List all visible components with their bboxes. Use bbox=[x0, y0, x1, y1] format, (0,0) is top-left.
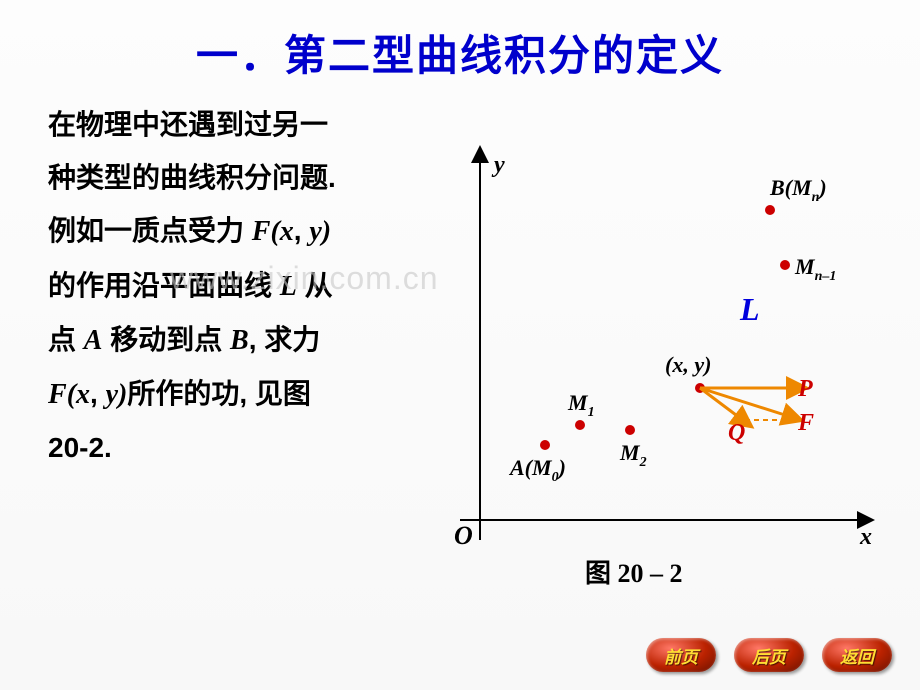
text: 点 bbox=[48, 324, 84, 355]
prev-page-button[interactable]: 前页 bbox=[646, 638, 716, 672]
dot-B bbox=[765, 205, 775, 215]
label-M1: M1 bbox=[567, 390, 595, 420]
origin-label: O bbox=[454, 521, 473, 550]
text-line: 种类型的曲线积分问题. bbox=[48, 151, 448, 204]
var-x: x bbox=[280, 216, 294, 247]
text-line: 点 A 移动到点 B, 求力 bbox=[48, 313, 448, 367]
var-x: x bbox=[76, 379, 90, 410]
label-B: B(Mn) bbox=[769, 175, 827, 205]
text: , 求力 bbox=[249, 324, 321, 355]
figure-caption: 图 20 – 2 bbox=[585, 553, 683, 590]
vector-Q bbox=[700, 388, 740, 418]
body-text: 在物理中还遇到过另一 种类型的曲线积分问题. 例如一质点受力 F(x, y) 的… bbox=[48, 98, 448, 474]
paren: ) bbox=[322, 216, 331, 247]
var-F: F bbox=[48, 379, 67, 410]
text: 移动到点 bbox=[102, 324, 230, 355]
text-line: F(x, y)所作的功, 见图 bbox=[48, 367, 448, 421]
dot-M2 bbox=[625, 425, 635, 435]
nav-bar: 前页 后页 返回 bbox=[646, 638, 892, 672]
text: 例如一质点受力 bbox=[48, 215, 252, 246]
text: 所作的功, 见图 bbox=[127, 378, 311, 409]
paren: ) bbox=[118, 379, 127, 410]
dot-M1 bbox=[575, 420, 585, 430]
var-y: y bbox=[106, 379, 118, 410]
paren: ( bbox=[270, 216, 279, 247]
text-line: 的作用沿平面曲线 L 从 bbox=[48, 259, 448, 313]
label-F: F bbox=[797, 410, 814, 436]
var-L: L bbox=[280, 271, 297, 302]
text-line: 在物理中还遇到过另一 bbox=[48, 98, 448, 151]
text-line: 20-2. bbox=[48, 421, 448, 474]
back-button[interactable]: 返回 bbox=[822, 638, 892, 672]
label-Mn1: Mn–1 bbox=[794, 254, 836, 284]
var-y: y bbox=[309, 216, 321, 247]
comma: , bbox=[294, 215, 310, 246]
var-F: F bbox=[252, 216, 271, 247]
figure-diagram: O x y A(M0) M1 M2 (x, y) P F Q L Mn–1 B(… bbox=[440, 140, 880, 560]
label-L: L bbox=[739, 291, 760, 327]
y-axis-label: y bbox=[491, 152, 505, 178]
label-A: A(M0) bbox=[508, 455, 566, 485]
label-xy: (x, y) bbox=[665, 352, 711, 377]
label-P: P bbox=[797, 376, 813, 402]
comma: , bbox=[90, 378, 106, 409]
text: 从 bbox=[297, 270, 333, 301]
text: 的作用沿平面曲线 bbox=[48, 270, 280, 301]
vector-F bbox=[700, 388, 788, 416]
text-line: 例如一质点受力 F(x, y) bbox=[48, 204, 448, 258]
paren: ( bbox=[67, 379, 76, 410]
var-B: B bbox=[230, 325, 249, 356]
label-Q: Q bbox=[728, 420, 745, 446]
x-axis-label: x bbox=[859, 524, 872, 550]
dot-Mn1 bbox=[780, 260, 790, 270]
var-A: A bbox=[84, 325, 103, 356]
page-title: 一．第二型曲线积分的定义 bbox=[0, 0, 920, 83]
dot-A bbox=[540, 440, 550, 450]
next-page-button[interactable]: 后页 bbox=[734, 638, 804, 672]
label-M2: M2 bbox=[619, 440, 647, 470]
